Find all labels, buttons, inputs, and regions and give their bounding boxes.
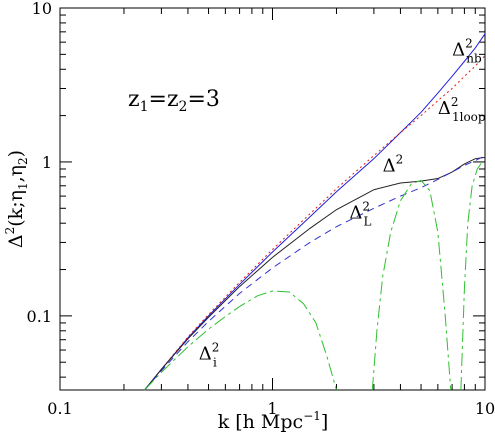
- series-label-1loop: Δ2 1loop: [438, 95, 486, 124]
- series-label-total: Δ2: [383, 152, 404, 176]
- y-tick-label: 1: [42, 153, 52, 172]
- series-line-interference: [144, 290, 337, 391]
- series-line-1loop: [144, 55, 486, 391]
- series-line-interference: [460, 161, 486, 391]
- series-label-nb: Δ2 nb: [452, 37, 482, 66]
- y-tick-label: 10: [32, 0, 52, 18]
- x-tick-label: 0.1: [47, 399, 72, 418]
- y-tick-label: 0.1: [27, 307, 52, 326]
- plot-frame: [59, 7, 486, 391]
- series-line-nb: [144, 33, 486, 391]
- series-lines: [144, 33, 486, 391]
- series-line-interference: [371, 179, 452, 391]
- redshift-annotation: z1=z2=3: [128, 87, 220, 115]
- axis-tick-labels: 0.1 1 10 0.1 1 10: [27, 0, 495, 418]
- series-label-interference: Δ2 i: [199, 341, 220, 370]
- series-line-total: [144, 156, 486, 391]
- series-line-linear: [144, 155, 486, 391]
- y-axis-label: Δ2(k;η1,η2): [3, 150, 30, 248]
- axis-ticks: [59, 8, 485, 390]
- series-labels: Δ2 nb Δ2 1loop Δ2 Δ2 L Δ2 i: [199, 37, 486, 370]
- x-tick-label: 1: [267, 399, 277, 418]
- x-axis-label: k [h Mpc−1]: [218, 409, 329, 433]
- series-label-linear: Δ2 L: [349, 199, 371, 228]
- x-tick-label: 10: [475, 399, 495, 418]
